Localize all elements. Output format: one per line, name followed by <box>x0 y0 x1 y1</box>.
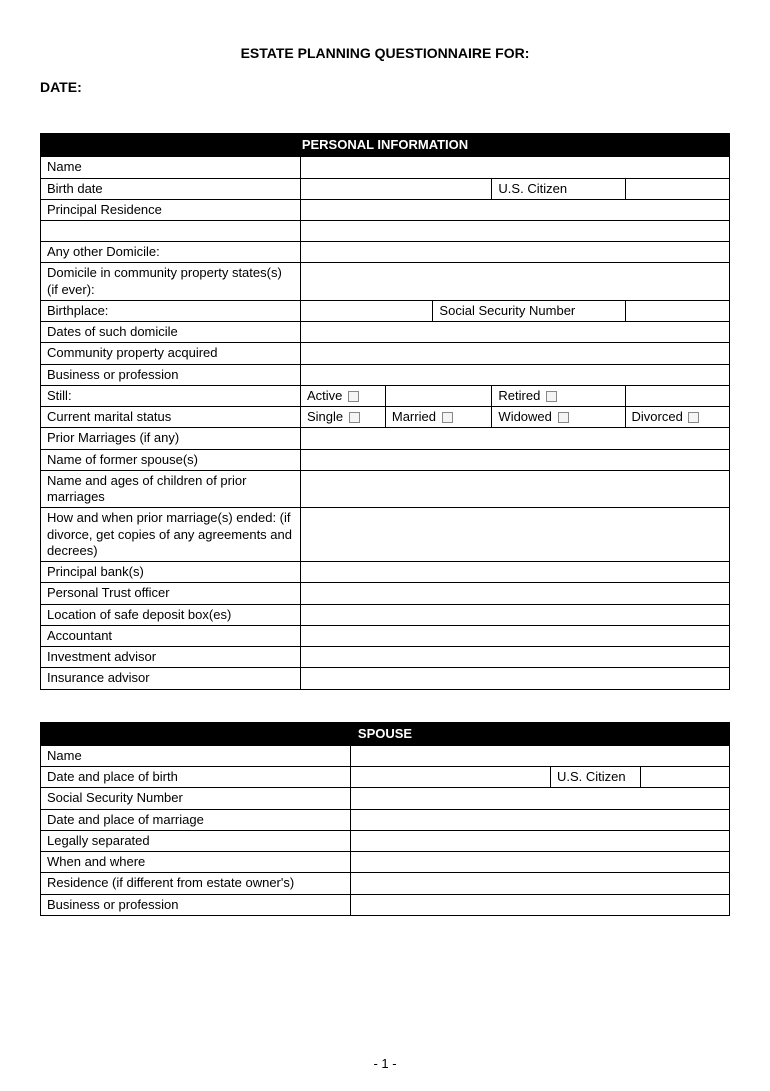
row-birth-date: Birth date <box>41 178 301 199</box>
field-ssn[interactable] <box>625 300 730 321</box>
label-married: Married <box>392 409 436 424</box>
field-prior-marriages[interactable] <box>301 428 730 449</box>
field-how-ended[interactable] <box>301 508 730 562</box>
row-spouse-business: Business or profession <box>41 894 351 915</box>
row-safe-deposit: Location of safe deposit box(es) <box>41 604 301 625</box>
row-spouse-ssn: Social Security Number <box>41 788 351 809</box>
opt-retired[interactable]: Retired <box>492 385 625 406</box>
label-us-citizen: U.S. Citizen <box>492 178 625 199</box>
document-title: ESTATE PLANNING QUESTIONNAIRE FOR: <box>40 45 730 61</box>
field-business[interactable] <box>301 364 730 385</box>
field-spouse-dob[interactable] <box>351 767 551 788</box>
row-how-ended: How and when prior marriage(s) ended: (i… <box>41 508 301 562</box>
field-insurance-advisor[interactable] <box>301 668 730 689</box>
field-community-property[interactable] <box>301 343 730 364</box>
field-principal-residence[interactable] <box>301 199 730 220</box>
row-spouse-when-where: When and where <box>41 852 351 873</box>
row-blank-1 <box>41 221 301 242</box>
label-widowed: Widowed <box>498 409 551 424</box>
label-active: Active <box>307 388 342 403</box>
row-prior-marriages: Prior Marriages (if any) <box>41 428 301 449</box>
row-name: Name <box>41 157 301 178</box>
checkbox-icon[interactable] <box>558 412 569 423</box>
field-trust-officer[interactable] <box>301 583 730 604</box>
row-spouse-dob: Date and place of birth <box>41 767 351 788</box>
field-principal-bank[interactable] <box>301 562 730 583</box>
label-spouse-us-citizen: U.S. Citizen <box>551 767 641 788</box>
field-children-prior[interactable] <box>301 470 730 508</box>
field-spouse-business[interactable] <box>351 894 730 915</box>
field-spouse-marriage[interactable] <box>351 809 730 830</box>
checkbox-icon[interactable] <box>688 412 699 423</box>
personal-header: PERSONAL INFORMATION <box>41 134 730 157</box>
row-accountant: Accountant <box>41 625 301 646</box>
row-dates-domicile: Dates of such domicile <box>41 322 301 343</box>
field-spouse-separated[interactable] <box>351 830 730 851</box>
field-spouse-us-citizen[interactable] <box>641 767 730 788</box>
personal-info-table: PERSONAL INFORMATION Name Birth date U.S… <box>40 133 730 690</box>
field-name[interactable] <box>301 157 730 178</box>
row-marital-status: Current marital status <box>41 407 301 428</box>
label-ssn: Social Security Number <box>433 300 625 321</box>
opt-active[interactable]: Active <box>301 385 386 406</box>
opt-single[interactable]: Single <box>301 407 386 428</box>
field-birthplace[interactable] <box>301 300 433 321</box>
row-principal-bank: Principal bank(s) <box>41 562 301 583</box>
opt-divorced[interactable]: Divorced <box>625 407 730 428</box>
field-spouse-residence[interactable] <box>351 873 730 894</box>
page-number: - 1 - <box>40 1056 730 1071</box>
row-community-property: Community property acquired <box>41 343 301 364</box>
row-domicile-community: Domicile in community property states(s)… <box>41 263 301 301</box>
date-label: DATE: <box>40 79 730 95</box>
opt-widowed[interactable]: Widowed <box>492 407 625 428</box>
row-birthplace: Birthplace: <box>41 300 301 321</box>
field-spouse-ssn[interactable] <box>351 788 730 809</box>
field-blank-1[interactable] <box>301 221 730 242</box>
checkbox-icon[interactable] <box>546 391 557 402</box>
row-trust-officer: Personal Trust officer <box>41 583 301 604</box>
row-other-domicile: Any other Domicile: <box>41 242 301 263</box>
row-principal-residence: Principal Residence <box>41 199 301 220</box>
field-former-spouse[interactable] <box>301 449 730 470</box>
row-children-prior: Name and ages of children of prior marri… <box>41 470 301 508</box>
label-single: Single <box>307 409 343 424</box>
row-spouse-marriage: Date and place of marriage <box>41 809 351 830</box>
row-former-spouse: Name of former spouse(s) <box>41 449 301 470</box>
field-us-citizen[interactable] <box>625 178 730 199</box>
row-spouse-name: Name <box>41 745 351 766</box>
spouse-table: SPOUSE Name Date and place of birth U.S.… <box>40 722 730 916</box>
field-dates-domicile[interactable] <box>301 322 730 343</box>
field-spouse-name[interactable] <box>351 745 730 766</box>
row-spouse-separated: Legally separated <box>41 830 351 851</box>
field-spouse-when-where[interactable] <box>351 852 730 873</box>
label-retired: Retired <box>498 388 540 403</box>
field-birth-date[interactable] <box>301 178 492 199</box>
field-safe-deposit[interactable] <box>301 604 730 625</box>
row-business: Business or profession <box>41 364 301 385</box>
checkbox-icon[interactable] <box>349 412 360 423</box>
row-spouse-residence: Residence (if different from estate owne… <box>41 873 351 894</box>
checkbox-icon[interactable] <box>348 391 359 402</box>
row-still: Still: <box>41 385 301 406</box>
spouse-header: SPOUSE <box>41 722 730 745</box>
field-investment-advisor[interactable] <box>301 647 730 668</box>
field-domicile-community[interactable] <box>301 263 730 301</box>
checkbox-icon[interactable] <box>442 412 453 423</box>
field-still-blank[interactable] <box>385 385 492 406</box>
row-insurance-advisor: Insurance advisor <box>41 668 301 689</box>
row-investment-advisor: Investment advisor <box>41 647 301 668</box>
field-still-blank2[interactable] <box>625 385 730 406</box>
field-accountant[interactable] <box>301 625 730 646</box>
label-divorced: Divorced <box>632 409 683 424</box>
opt-married[interactable]: Married <box>385 407 492 428</box>
field-other-domicile[interactable] <box>301 242 730 263</box>
